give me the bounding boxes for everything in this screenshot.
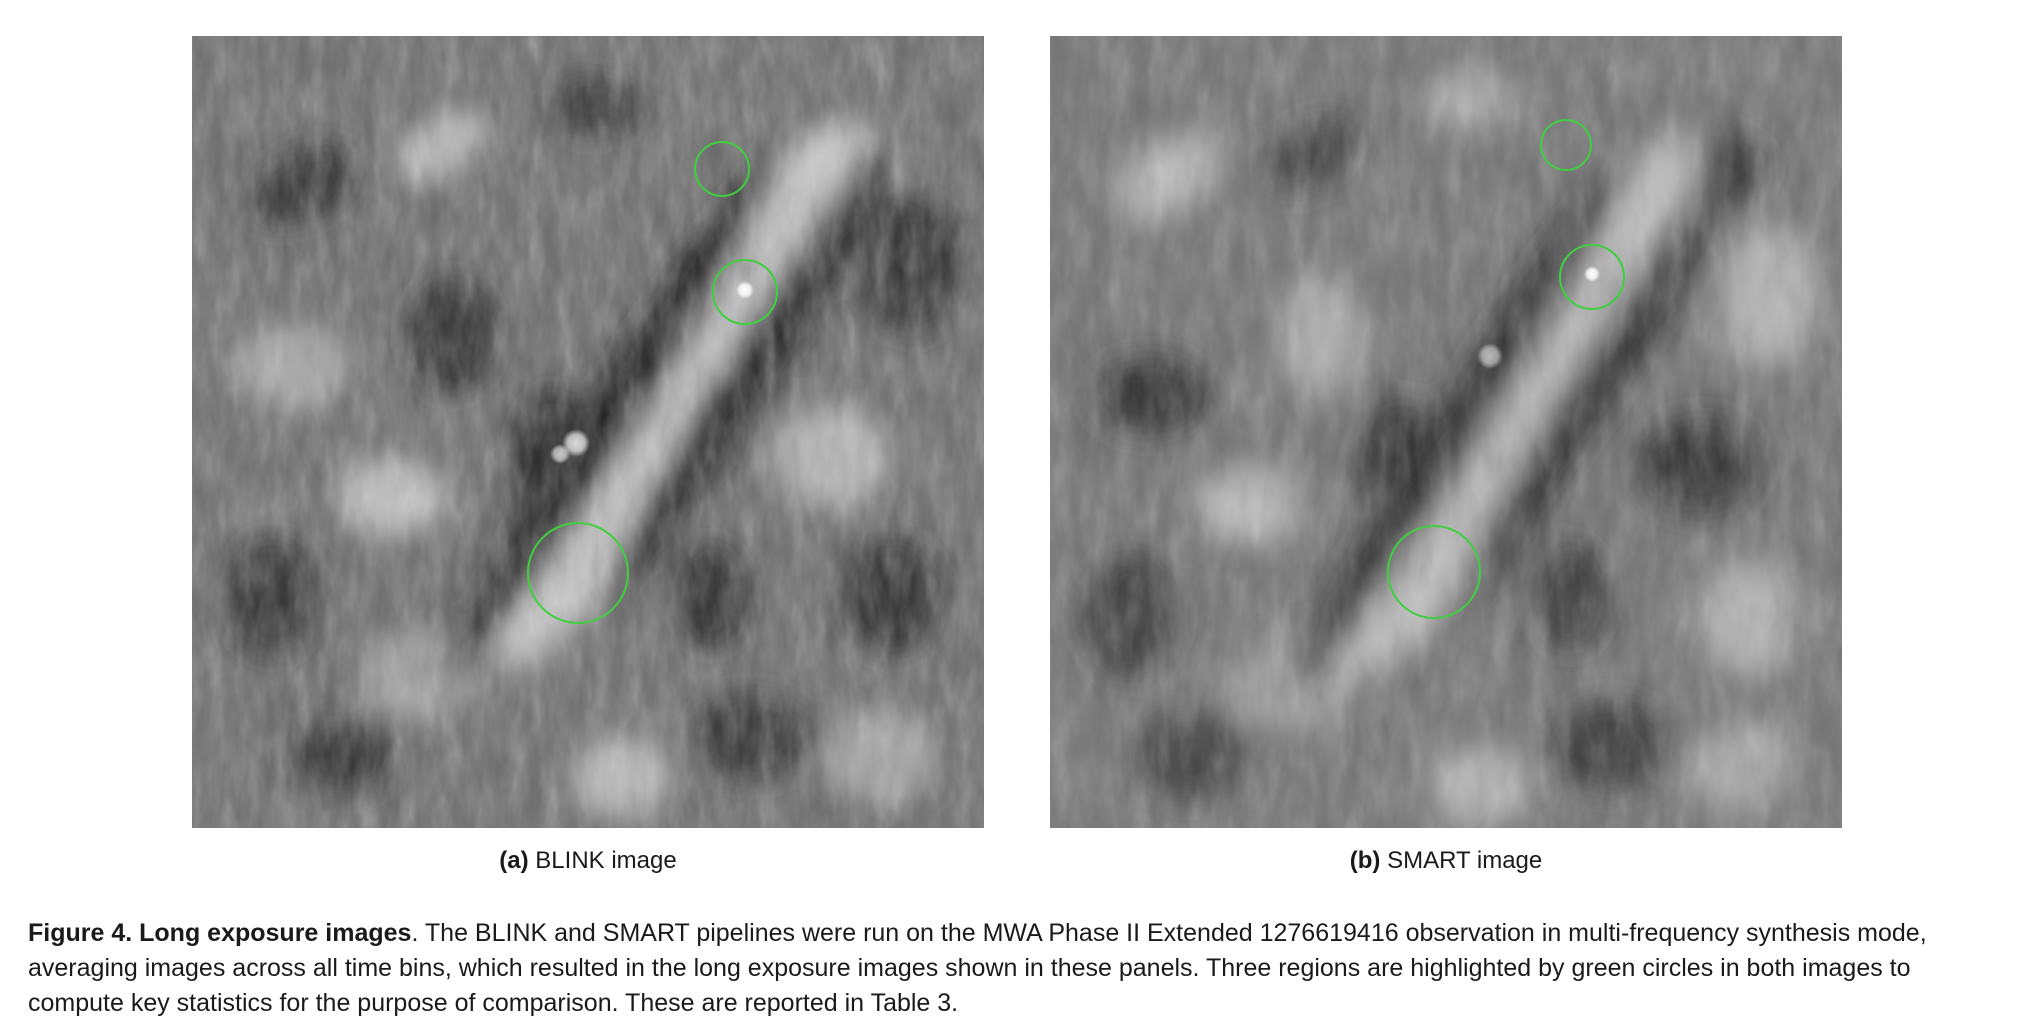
highlight-region-3 <box>1387 525 1481 619</box>
highlight-region-1 <box>1540 119 1592 171</box>
highlight-region-3 <box>527 522 629 624</box>
figure-caption: Figure 4. Long exposure images. The BLIN… <box>28 916 2013 1021</box>
highlight-region-2 <box>1559 244 1625 310</box>
highlight-region-1 <box>694 141 750 197</box>
bright-source-marker <box>736 281 754 299</box>
figure-title: Long exposure images <box>139 919 412 947</box>
subcaption-label: (a) <box>499 847 529 874</box>
figure-number: Figure 4. <box>28 919 133 947</box>
blink-radio-image <box>192 36 984 828</box>
subcaption-a: (a) BLINK image <box>192 846 984 876</box>
smart-radio-image <box>1050 36 1842 828</box>
subcaption-title: SMART image <box>1387 847 1543 874</box>
subcaption-title: BLINK image <box>535 847 677 874</box>
subcaption-label: (b) <box>1349 847 1381 874</box>
highlight-region-2 <box>712 259 778 325</box>
smart-image-panel <box>1050 36 1842 828</box>
figure-caption-text: The BLINK and SMART pipelines were run o… <box>28 919 1927 1017</box>
figure-title-punct: . <box>411 919 419 947</box>
subcaption-b: (b) SMART image <box>1050 846 1842 876</box>
blink-image-panel <box>192 36 984 828</box>
bright-source-marker <box>1584 266 1600 282</box>
